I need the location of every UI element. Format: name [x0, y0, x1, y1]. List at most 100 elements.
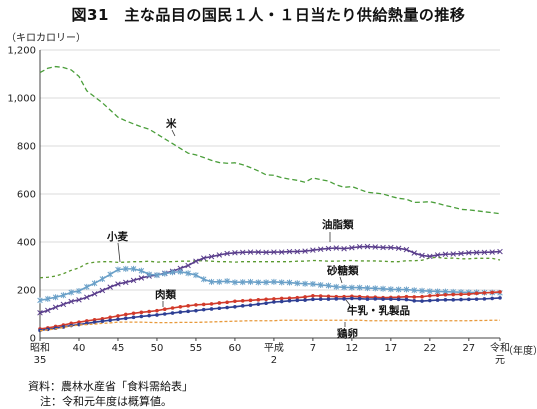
x-tick-label: 2: [271, 355, 277, 366]
data-point: [364, 243, 371, 250]
series-1: [39, 65, 501, 215]
data-point: [178, 305, 183, 309]
data-point: [451, 298, 456, 302]
series-group: [37, 65, 503, 333]
data-point: [84, 283, 90, 290]
data-point: [115, 281, 121, 287]
data-point: [443, 293, 448, 297]
label-leader: [117, 242, 121, 263]
y-tick-label: 400: [17, 238, 36, 249]
data-point: [60, 301, 67, 308]
data-point: [317, 246, 324, 252]
data-point: [294, 248, 301, 255]
data-point: [200, 276, 207, 283]
data-point: [356, 244, 363, 250]
data-point: [264, 301, 268, 306]
data-point: [201, 307, 206, 312]
y-tick-label: 1,200: [7, 46, 36, 57]
data-point: [490, 296, 495, 301]
data-point: [162, 312, 167, 316]
data-point: [76, 287, 82, 294]
data-point: [45, 295, 51, 302]
data-point: [310, 281, 316, 287]
data-point: [107, 284, 113, 290]
data-point: [139, 310, 144, 315]
data-point: [286, 279, 293, 286]
data-point: [224, 278, 230, 285]
data-point: [303, 298, 307, 302]
data-point: [434, 252, 441, 258]
data-point: [177, 268, 184, 275]
data-point: [99, 275, 106, 282]
data-point: [248, 303, 253, 307]
data-point: [278, 249, 285, 255]
data-point: [279, 299, 284, 304]
data-point: [209, 307, 214, 311]
data-point: [467, 297, 471, 302]
data-point: [68, 298, 74, 305]
series-2: [39, 256, 501, 279]
data-point: [100, 319, 105, 324]
data-point: [208, 253, 215, 260]
data-point: [91, 291, 98, 297]
data-point: [91, 280, 98, 287]
data-point: [272, 297, 276, 301]
data-point: [233, 305, 237, 309]
data-point: [240, 299, 245, 303]
data-point: [169, 269, 176, 276]
data-point: [435, 293, 440, 298]
data-point: [178, 310, 183, 314]
data-point: [116, 317, 120, 322]
data-point: [395, 245, 402, 251]
data-point: [138, 267, 145, 274]
x-tick-label: 40: [73, 343, 86, 354]
y-tick-label: 600: [17, 190, 36, 201]
x-tick-label: 60: [229, 343, 242, 354]
data-point: [403, 286, 410, 293]
label-leader: [171, 129, 176, 137]
data-point: [435, 298, 440, 302]
data-point: [364, 285, 371, 292]
data-point: [443, 298, 448, 302]
data-point: [380, 285, 386, 292]
data-point: [247, 249, 254, 255]
data-point: [216, 278, 223, 285]
series-line: [39, 65, 501, 215]
data-point: [60, 292, 67, 299]
series-label: 油脂類: [322, 218, 354, 231]
x-axis-label: （年度）: [503, 344, 537, 357]
series-label: 鶏卵: [337, 327, 358, 340]
data-point: [193, 272, 199, 279]
series-line: [39, 245, 501, 314]
data-point: [130, 265, 137, 272]
data-point: [185, 270, 191, 277]
data-point: [295, 298, 300, 303]
series-4: [37, 265, 503, 304]
data-point: [380, 244, 386, 251]
data-point: [474, 297, 479, 301]
data-point: [372, 285, 379, 292]
data-point: [186, 309, 190, 314]
series-3: [37, 243, 503, 316]
data-point: [467, 292, 471, 296]
data-point: [108, 318, 112, 323]
data-point: [459, 297, 463, 302]
data-point: [342, 297, 346, 301]
y-tick-label: 200: [17, 286, 36, 297]
series-label: 小麦: [106, 230, 128, 243]
data-point: [333, 245, 340, 251]
data-point: [302, 280, 308, 287]
data-point: [248, 298, 253, 303]
data-point: [490, 290, 495, 295]
data-point: [209, 302, 214, 306]
data-point: [311, 293, 315, 298]
data-point: [420, 299, 424, 303]
data-point: [155, 308, 159, 313]
source-note: 資料：農林水産省「食料需給表」: [28, 380, 193, 393]
gridlines: [40, 49, 500, 339]
x-tick-label: 17: [384, 343, 397, 354]
data-point: [115, 266, 121, 273]
data-point: [318, 297, 323, 301]
data-point: [325, 282, 332, 289]
